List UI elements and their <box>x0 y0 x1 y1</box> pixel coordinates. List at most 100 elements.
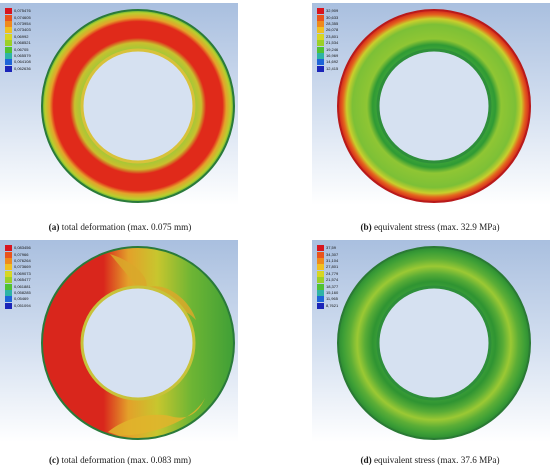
caption-letter: (c) <box>48 455 60 465</box>
caption-text: total deformation (max. 0.083 mm) <box>59 455 192 465</box>
legend-row: 12,415 <box>317 65 339 72</box>
ring-hole-d <box>376 285 492 401</box>
legend-value: 0,073954 <box>14 20 31 26</box>
legend-row: 0,076264 <box>5 257 31 264</box>
legend-row: 0,061881 <box>5 283 31 290</box>
color-legend-c: 0,083456 0,07966 0,076264 0,073669 0,069… <box>5 245 31 309</box>
legend-row: 0,083456 <box>5 245 31 252</box>
legend-swatch <box>317 65 324 72</box>
legend-swatch <box>5 251 12 258</box>
legend-value: 0,06992 <box>14 33 29 39</box>
legend-value: 0,065579 <box>14 52 31 58</box>
legend-swatch <box>317 270 324 277</box>
legend-value: 0,062636 <box>14 65 31 71</box>
legend-swatch <box>5 52 12 59</box>
legend-value: 0,06705 <box>14 46 29 52</box>
legend-value: 0,058285 <box>14 289 31 295</box>
legend-row: 0,073669 <box>5 264 31 271</box>
legend-value: 0,07966 <box>14 251 29 257</box>
deformation-contour <box>108 398 205 436</box>
legend-value: 14,692 <box>326 59 339 65</box>
legend-swatch <box>5 20 12 27</box>
panel-b-equivalent-stress: 32,909 30,633 28,355 26,078 23,801 21,53… <box>312 3 550 205</box>
caption-b: (b) equivalent stress (max. 32.9 MPa) <box>300 222 550 232</box>
legend-swatch <box>317 8 324 15</box>
legend-swatch <box>5 302 12 309</box>
stress-ring-plot-b <box>337 9 531 203</box>
legend-value: 0,069073 <box>14 270 31 276</box>
legend-value: 0,065477 <box>14 277 31 283</box>
ring-hole-b <box>376 48 492 164</box>
legend-row: 21,534 <box>317 40 338 47</box>
legend-row: 0,07966 <box>5 251 31 258</box>
legend-swatch <box>5 296 12 303</box>
legend-value: 0,073669 <box>14 264 31 270</box>
legend-row: 34,307 <box>317 251 339 258</box>
color-legend-b: 32,909 30,633 28,355 26,078 23,801 21,53… <box>317 8 338 72</box>
legend-value: 0,083456 <box>14 245 31 251</box>
legend-row: 32,909 <box>317 8 339 15</box>
legend-value: 0,073403 <box>14 27 31 33</box>
legend-row: 0,06705 <box>5 46 31 53</box>
legend-swatch <box>317 27 324 34</box>
legend-value: 37,59 <box>326 245 337 251</box>
legend-swatch <box>317 277 324 284</box>
legend-row: 0,065477 <box>5 277 31 284</box>
legend-row: 26,078 <box>317 27 339 34</box>
legend-value: 23,801 <box>326 33 339 39</box>
legend-value: 26,078 <box>326 27 339 33</box>
legend-row: 23,801 <box>317 33 339 40</box>
legend-value: 0,064108 <box>14 59 31 65</box>
legend-value: 27,801 <box>326 264 339 270</box>
panel-a-total-deformation: 0,075476 0,074605 0,073954 0,073403 0,06… <box>0 3 238 205</box>
legend-swatch <box>317 245 324 252</box>
legend-row: 0,073403 <box>5 27 31 34</box>
color-legend-a: 0,075476 0,074605 0,073954 0,073403 0,06… <box>5 8 31 72</box>
legend-row: 11,965 <box>317 296 338 303</box>
legend-row: 30,633 <box>317 14 339 21</box>
caption-text: equivalent stress (max. 32.9 MPa) <box>371 222 500 232</box>
deformation-ring-plot-a <box>41 9 235 203</box>
legend-swatch <box>5 27 12 34</box>
stress-ring-plot-d <box>337 246 531 440</box>
legend-value: 11,965 <box>326 296 338 302</box>
legend-swatch <box>5 65 12 72</box>
legend-swatch <box>317 289 324 296</box>
legend-value: 30,633 <box>326 14 339 20</box>
legend-swatch <box>5 245 12 252</box>
legend-row: 0,075476 <box>5 8 31 15</box>
legend-value: 0,051094 <box>14 302 31 308</box>
legend-row: 27,801 <box>317 264 339 271</box>
ring-hole-c <box>80 285 196 401</box>
ring-hole-a <box>80 48 196 164</box>
legend-swatch <box>5 33 12 40</box>
legend-swatch <box>317 302 324 309</box>
legend-value: 28,355 <box>326 20 339 26</box>
legend-value: 16,969 <box>326 52 339 58</box>
caption-letter: (d) <box>360 455 372 465</box>
legend-row: 0,051094 <box>5 302 31 309</box>
legend-value: 32,909 <box>326 8 339 14</box>
legend-row: 0,05469 <box>5 296 31 303</box>
legend-swatch <box>317 14 324 21</box>
legend-swatch <box>317 251 324 258</box>
legend-row: 21,574 <box>317 277 338 284</box>
legend-row: 0,058285 <box>5 289 31 296</box>
legend-swatch <box>317 257 324 264</box>
legend-swatch <box>5 289 12 296</box>
legend-row: 0,073954 <box>5 20 31 27</box>
legend-swatch <box>5 59 12 66</box>
legend-row: 0,074605 <box>5 14 31 21</box>
legend-value: 12,415 <box>326 65 339 71</box>
legend-row: 18,377 <box>317 283 338 290</box>
legend-row: 0,064108 <box>5 59 31 66</box>
legend-row: 31,104 <box>317 257 338 264</box>
caption-letter: (a) <box>48 222 60 232</box>
legend-row: 37,59 <box>317 245 338 252</box>
legend-row: 15,160 <box>317 289 338 296</box>
legend-swatch <box>5 40 12 47</box>
legend-row: 0,069073 <box>5 270 31 277</box>
legend-swatch <box>5 8 12 15</box>
legend-swatch <box>5 283 12 290</box>
legend-value: 34,307 <box>326 251 339 257</box>
